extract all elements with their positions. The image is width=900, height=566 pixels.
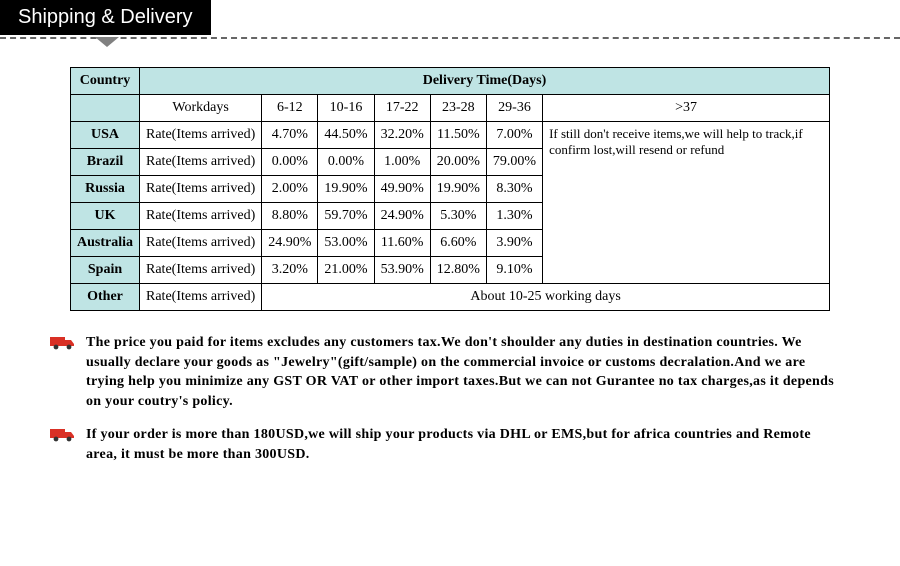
- table-row: USA Rate(Items arrived) 4.70% 44.50% 32.…: [71, 122, 830, 149]
- value-cell: 7.00%: [486, 122, 542, 149]
- table-subheader-row: Workdays 6-12 10-16 17-22 23-28 29-36 >3…: [71, 95, 830, 122]
- section-header: Shipping & Delivery: [0, 0, 211, 35]
- range-cell: >37: [543, 95, 830, 122]
- value-cell: 11.60%: [374, 230, 430, 257]
- country-cell: UK: [71, 203, 140, 230]
- value-cell: 53.90%: [374, 257, 430, 284]
- value-cell: 53.00%: [318, 230, 374, 257]
- value-cell: 5.30%: [430, 203, 486, 230]
- value-cell: 0.00%: [262, 149, 318, 176]
- note-text: If your order is more than 180USD,we wil…: [86, 425, 840, 464]
- divider-notch-icon: [95, 37, 119, 47]
- country-cell: Russia: [71, 176, 140, 203]
- truck-icon: [50, 335, 76, 356]
- rate-label-cell: Rate(Items arrived): [140, 257, 262, 284]
- rate-label-cell: Rate(Items arrived): [140, 176, 262, 203]
- workdays-label: Workdays: [140, 95, 262, 122]
- range-cell: 23-28: [430, 95, 486, 122]
- value-cell: 8.80%: [262, 203, 318, 230]
- rate-label-cell: Rate(Items arrived): [140, 203, 262, 230]
- value-cell: 49.90%: [374, 176, 430, 203]
- truck-icon: [50, 427, 76, 448]
- rate-label-cell: Rate(Items arrived): [140, 230, 262, 257]
- col-delivery: Delivery Time(Days): [140, 68, 830, 95]
- value-cell: 3.20%: [262, 257, 318, 284]
- range-cell: 29-36: [486, 95, 542, 122]
- value-cell: 20.00%: [430, 149, 486, 176]
- blank-country-cell: [71, 95, 140, 122]
- delivery-table: Country Delivery Time(Days) Workdays 6-1…: [70, 67, 830, 311]
- range-cell: 6-12: [262, 95, 318, 122]
- value-cell: 3.90%: [486, 230, 542, 257]
- value-cell: 8.30%: [486, 176, 542, 203]
- country-cell: USA: [71, 122, 140, 149]
- value-cell: 32.20%: [374, 122, 430, 149]
- value-cell: 44.50%: [318, 122, 374, 149]
- table-row-other: Other Rate(Items arrived) About 10-25 wo…: [71, 284, 830, 311]
- country-cell: Other: [71, 284, 140, 311]
- value-cell: 9.10%: [486, 257, 542, 284]
- over37-note-cell: If still don't receive items,we will hel…: [543, 122, 830, 284]
- range-cell: 17-22: [374, 95, 430, 122]
- value-cell: 21.00%: [318, 257, 374, 284]
- value-cell: 2.00%: [262, 176, 318, 203]
- rate-label-cell: Rate(Items arrived): [140, 149, 262, 176]
- range-cell: 10-16: [318, 95, 374, 122]
- value-cell: 59.70%: [318, 203, 374, 230]
- value-cell: 0.00%: [318, 149, 374, 176]
- value-cell: 19.90%: [318, 176, 374, 203]
- value-cell: 24.90%: [374, 203, 430, 230]
- value-cell: 19.90%: [430, 176, 486, 203]
- value-cell: 11.50%: [430, 122, 486, 149]
- value-cell: 24.90%: [262, 230, 318, 257]
- country-cell: Australia: [71, 230, 140, 257]
- shipping-notes: The price you paid for items excludes an…: [0, 323, 900, 465]
- table-header-row: Country Delivery Time(Days): [71, 68, 830, 95]
- value-cell: 6.60%: [430, 230, 486, 257]
- value-cell: 4.70%: [262, 122, 318, 149]
- value-cell: 79.00%: [486, 149, 542, 176]
- value-cell: 12.80%: [430, 257, 486, 284]
- value-cell: 1.30%: [486, 203, 542, 230]
- rate-label-cell: Rate(Items arrived): [140, 284, 262, 311]
- country-cell: Brazil: [71, 149, 140, 176]
- value-cell: 1.00%: [374, 149, 430, 176]
- header-divider: [0, 37, 900, 39]
- country-cell: Spain: [71, 257, 140, 284]
- rate-label-cell: Rate(Items arrived): [140, 122, 262, 149]
- col-country: Country: [71, 68, 140, 95]
- note-text: The price you paid for items excludes an…: [86, 333, 840, 411]
- note-item: If your order is more than 180USD,we wil…: [50, 425, 840, 464]
- delivery-table-wrap: Country Delivery Time(Days) Workdays 6-1…: [0, 39, 900, 323]
- note-item: The price you paid for items excludes an…: [50, 333, 840, 411]
- other-text-cell: About 10-25 working days: [262, 284, 830, 311]
